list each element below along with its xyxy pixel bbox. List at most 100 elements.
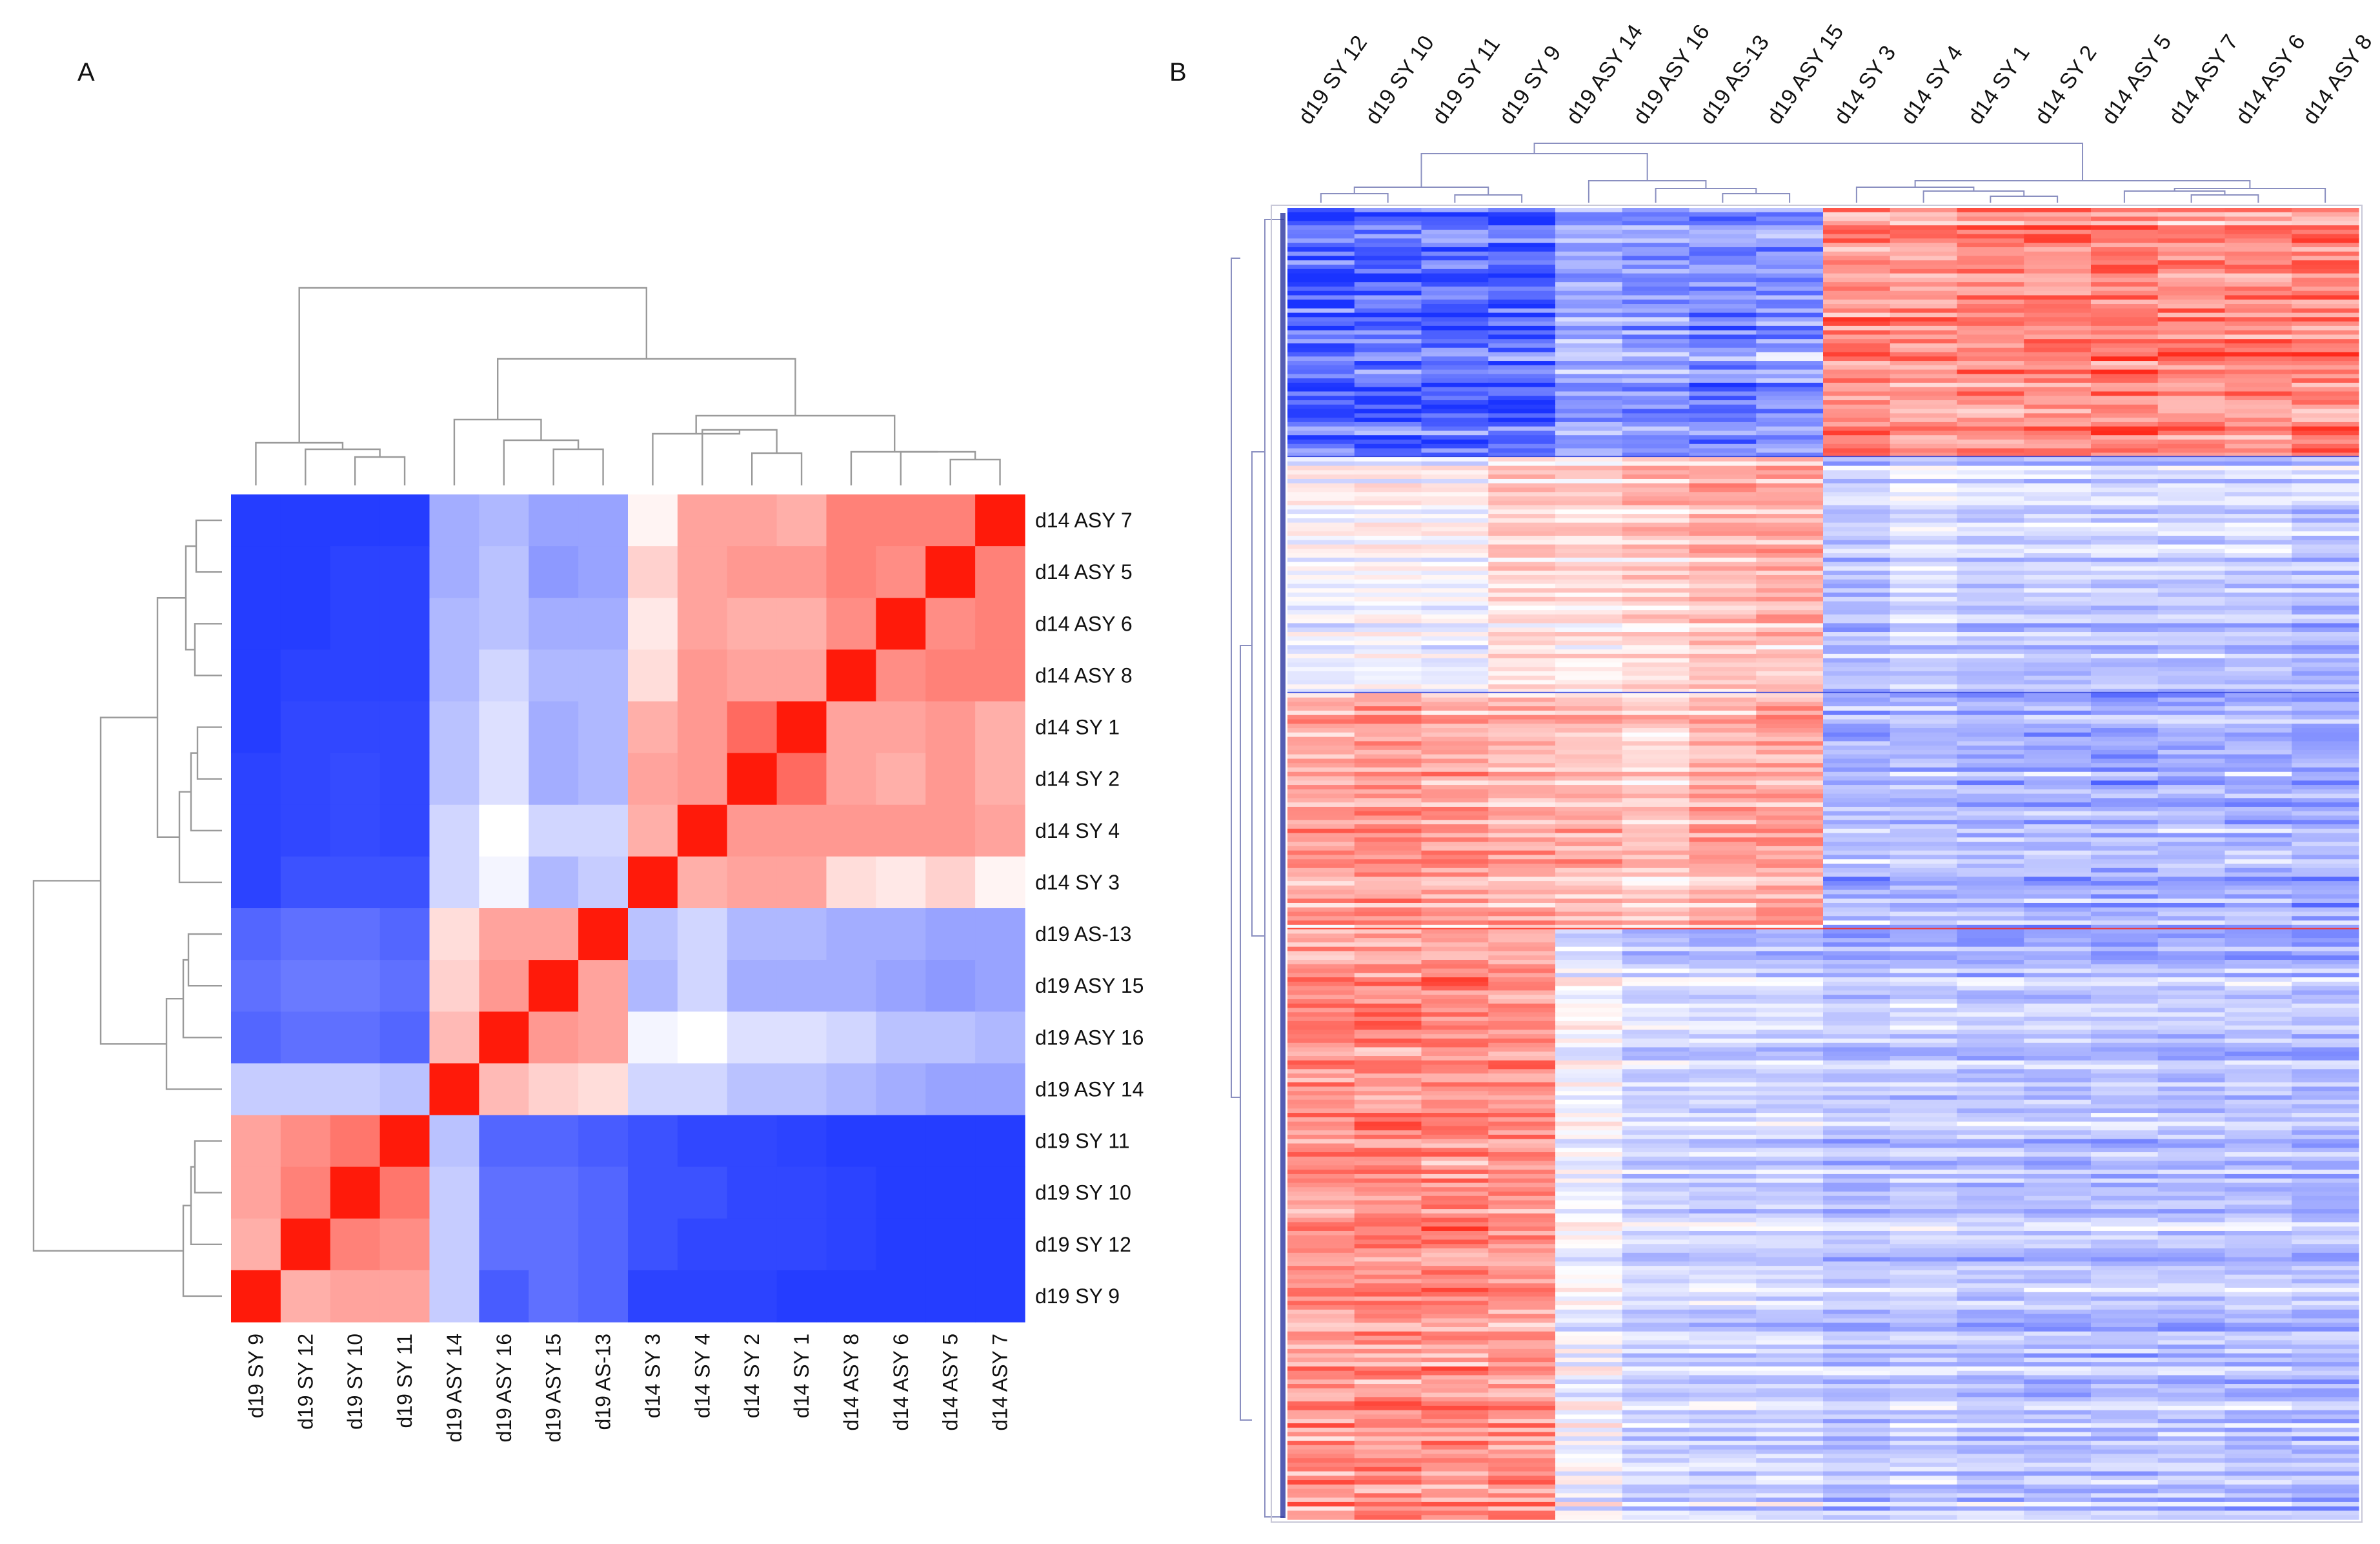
expr-cell [1555, 536, 1623, 541]
corr-cell-r7-c1 [231, 804, 281, 857]
expr-cell [1823, 1314, 1891, 1319]
expr-cell [1957, 1379, 2024, 1385]
corr-cell-r13-c6 [479, 1115, 529, 1168]
expr-cell [1957, 1239, 2024, 1244]
expr-cell [1287, 636, 1355, 642]
corr-cell-r1-c11 [727, 494, 778, 547]
expr-cell [2157, 1126, 2226, 1131]
expr-cell [1756, 1301, 1824, 1306]
expr-cell [1488, 907, 1556, 913]
expr-cell [1354, 544, 1422, 549]
expr-cell [1890, 1318, 1958, 1323]
corr-cell-r16-c3 [330, 1270, 381, 1323]
expr-cell [1689, 584, 1757, 589]
expr-cell [1622, 269, 1690, 274]
expr-cell [1823, 300, 1891, 305]
expr-cell [2091, 1073, 2159, 1079]
expr-cell [1823, 325, 1891, 331]
expr-cell [1354, 1134, 1422, 1140]
expr-cell [2224, 999, 2292, 1004]
expr-cell [1689, 426, 1757, 432]
expr-cell [1756, 1336, 1824, 1341]
expr-cell [2157, 780, 2226, 786]
expr-cell [1354, 649, 1422, 655]
expr-cell [2024, 671, 2092, 676]
expr-cell [2024, 951, 2092, 956]
expr-cell [1555, 785, 1623, 790]
expr-cell [2224, 265, 2292, 270]
expr-cell [1890, 584, 1958, 589]
expr-cell [1488, 1423, 1556, 1428]
expr-cell [1689, 256, 1757, 261]
expr-cell [1622, 877, 1690, 882]
expr-cell [2024, 1139, 2092, 1144]
expr-cell [2024, 247, 2092, 252]
expr-cell [2091, 763, 2159, 768]
expr-cell [2024, 820, 2092, 825]
expr-cell [1823, 579, 1891, 585]
expr-cell [2024, 680, 2092, 685]
expr-cell [1421, 300, 1489, 305]
expr-cell [1354, 1113, 1422, 1118]
expr-cell [1890, 1192, 1958, 1197]
expr-cell [1689, 505, 1757, 510]
expr-cell [1622, 1021, 1690, 1026]
expr-cell [1555, 1204, 1623, 1210]
expr-cell [1890, 505, 1958, 510]
corr-cell-r12-c2 [280, 1063, 331, 1116]
expr-cell [1823, 1051, 1891, 1057]
expr-cell [1622, 256, 1690, 261]
expr-cell [1756, 802, 1824, 808]
expr-cell [1689, 474, 1757, 480]
expr-cell [2024, 881, 2092, 886]
expr-cell [1890, 1454, 1958, 1459]
expr-cell [1756, 1034, 1824, 1039]
expr-cell [2091, 404, 2159, 410]
expr-cell [1957, 1467, 2024, 1472]
expr-cell [2224, 741, 2292, 746]
expr-cell [1823, 653, 1891, 659]
expr-cell [1354, 409, 1422, 414]
expr-cell [1823, 1292, 1891, 1297]
expr-cell [1756, 776, 1824, 781]
expr-cell [1890, 1266, 1958, 1271]
expr-cell [1957, 325, 2024, 331]
expr-cell [2292, 422, 2359, 427]
expr-cell [1287, 977, 1355, 982]
expr-cell [1689, 658, 1757, 664]
expr-cell [1622, 278, 1690, 283]
expr-cell [2024, 1366, 2092, 1372]
expr-cell [1488, 802, 1556, 808]
expr-cell [1890, 234, 1958, 239]
expr-cell [1823, 461, 1891, 467]
expr-cell [1622, 864, 1690, 869]
expr-cell [1622, 1073, 1690, 1079]
expr-cell [1890, 557, 1958, 563]
corr-cell-r11-c7 [529, 1011, 579, 1064]
expr-cell [1354, 496, 1422, 502]
expr-cell [1555, 478, 1623, 484]
expr-cell [2024, 1077, 2092, 1083]
expr-cell [1488, 339, 1556, 344]
expr-cell [1890, 431, 1958, 436]
expr-cell [2224, 1345, 2292, 1350]
expr-cell [1622, 907, 1690, 913]
expr-cell [1823, 1178, 1891, 1184]
expr-cell [1957, 850, 2024, 856]
corr-cell-r13-c5 [429, 1115, 479, 1168]
expr-cell [1756, 671, 1824, 676]
expr-cell [1287, 758, 1355, 764]
expr-cell [1488, 675, 1556, 681]
expr-cell [2024, 216, 2092, 221]
expr-cell [2157, 260, 2226, 265]
expr-cell [2091, 1235, 2159, 1241]
expr-cell [2224, 352, 2292, 357]
expr-cell [2224, 610, 2292, 615]
expr-cell [1890, 1099, 1958, 1105]
corr-col-label: d19 SY 12 [294, 1334, 317, 1430]
expr-cell [1957, 811, 2024, 817]
expr-cell [1421, 911, 1489, 917]
expr-cell [2091, 282, 2159, 287]
expr-cell [1488, 811, 1556, 817]
